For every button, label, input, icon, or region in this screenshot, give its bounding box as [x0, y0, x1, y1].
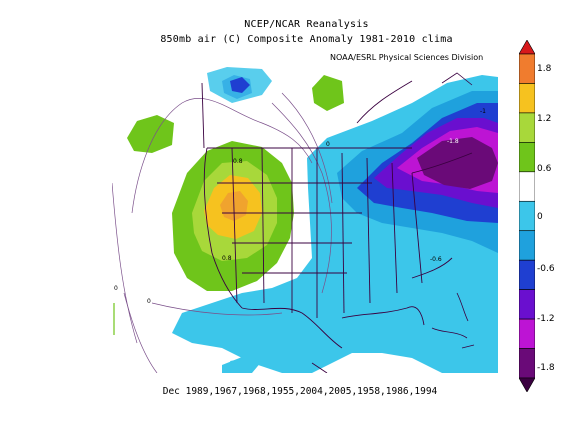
colorbar-swatch [519, 53, 535, 84]
colorbar-swatch [519, 83, 535, 114]
chart-title: NCEP/NCAR Reanalysis [244, 19, 369, 30]
colorbar-swatch [519, 142, 535, 173]
label-neg-core: -1.8 [447, 138, 459, 145]
label-zero-north: 0 [326, 141, 330, 148]
label-pos-center: 0.8 [233, 158, 243, 165]
colorbar-label: 1.8 [537, 64, 552, 74]
label-zero-sw: 0 [147, 298, 151, 305]
label-neg-ne: -1 [480, 108, 486, 115]
colorbar-swatch [519, 112, 535, 143]
colorbar-bottom-arrow [519, 377, 535, 392]
colorbar-label: 1.2 [537, 114, 552, 124]
label-zero-west: 0 [114, 285, 118, 292]
colorbar-label: -0.6 [537, 264, 555, 274]
credit-text: NOAA/ESRL Physical Sciences Division [330, 53, 484, 62]
composite-years: Dec 1989,1967,1968,1955,2004,2005,1958,1… [162, 386, 438, 397]
colorbar-label: -1.2 [537, 314, 555, 324]
colorbar-swatch [519, 171, 535, 202]
colorbar-swatch [519, 259, 535, 290]
colorbar-swatch [519, 348, 535, 379]
label-neg-east: -0.6 [430, 256, 442, 263]
colorbar-label: 0 [537, 212, 543, 222]
colorbar-label: -1.8 [537, 363, 555, 373]
colorbar-label: 0.6 [537, 164, 552, 174]
colorbar-swatch [519, 318, 535, 349]
label-pos-south: 0.8 [222, 255, 232, 262]
strongest-negative-core [417, 137, 498, 189]
colorbar-swatch [519, 289, 535, 320]
colorbar-top-arrow [519, 40, 535, 55]
colorbar [519, 40, 535, 392]
anomaly-map: 0.8 0.8 -0.6 -1.8 -1 0 0 0 [112, 63, 498, 373]
chart-subtitle: 850mb air (C) Composite Anomaly 1981-201… [160, 34, 453, 45]
colorbar-swatch [519, 230, 535, 261]
colorbar-swatch [519, 200, 535, 232]
